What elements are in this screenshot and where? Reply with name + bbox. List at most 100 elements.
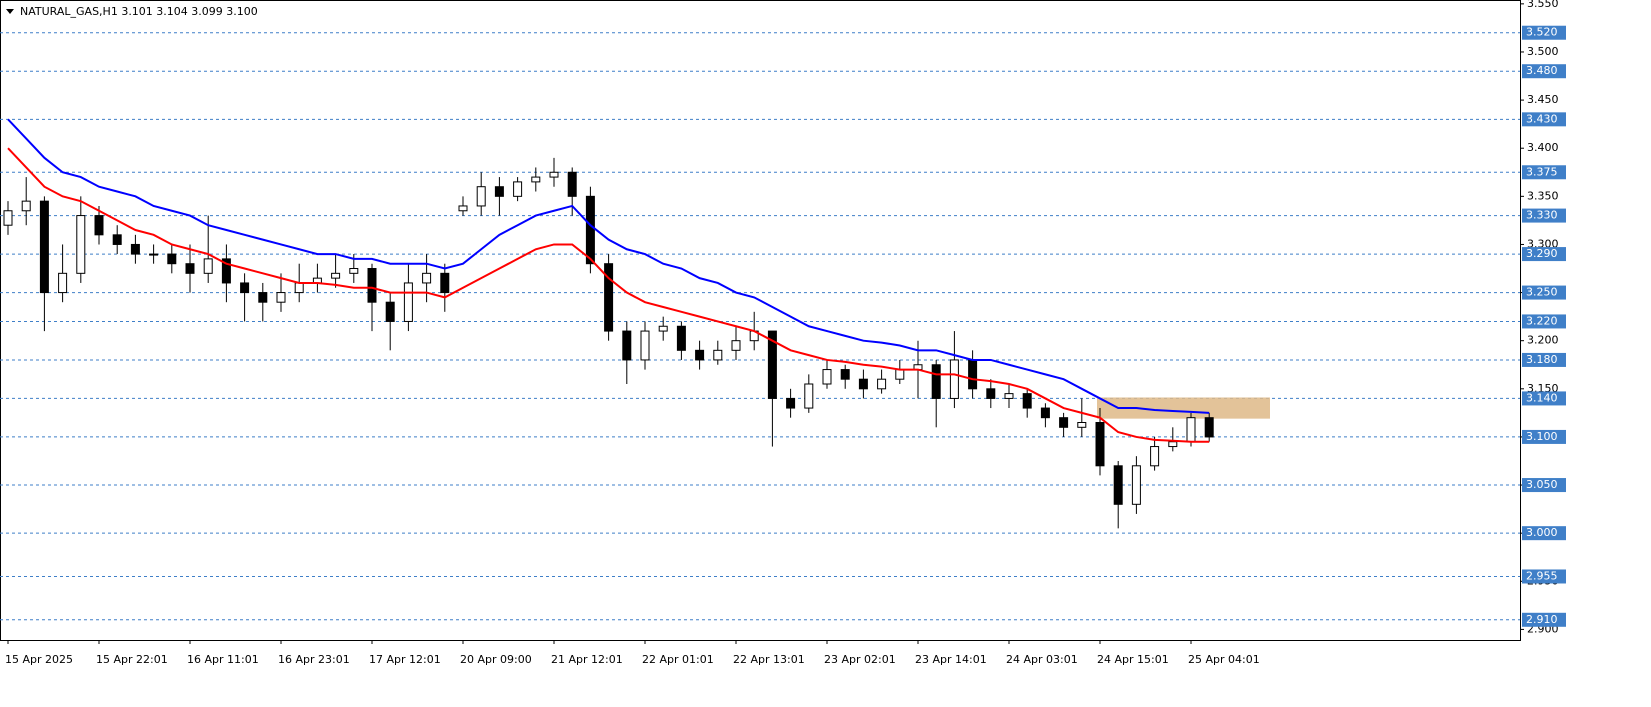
candle-body: [567, 171, 577, 197]
candle-body: [149, 253, 159, 256]
candle-body: [1186, 417, 1196, 443]
level-label-box: [1522, 64, 1566, 79]
candle-body: [349, 268, 359, 274]
x-tick-label: 15 Apr 2025: [5, 653, 73, 666]
candle-body: [877, 378, 887, 390]
candle-body: [1040, 407, 1050, 419]
candle-body: [94, 215, 104, 236]
candle-body: [822, 369, 832, 385]
candle-body: [185, 263, 195, 274]
level-label-box: [1522, 352, 1566, 367]
candle-body: [658, 325, 668, 332]
candle-body: [585, 195, 595, 265]
candle-body: [931, 364, 941, 399]
level-label: 3.220: [1526, 314, 1558, 327]
level-label: 3.330: [1526, 209, 1558, 222]
candle-body: [895, 369, 905, 380]
candle-body: [549, 171, 559, 178]
x-tick-label: 21 Apr 12:01: [551, 653, 623, 666]
x-tick-label: 20 Apr 09:00: [460, 653, 532, 666]
candle-body: [1022, 393, 1032, 409]
y-tick-label: 3.550: [1527, 0, 1559, 10]
candle-body: [258, 292, 268, 303]
y-tick-label: 3.200: [1527, 334, 1559, 347]
candle-body: [1131, 465, 1141, 505]
level-label-box: [1522, 478, 1566, 493]
candle-body: [858, 378, 868, 390]
candle-body: [1095, 421, 1105, 467]
candle-body: [640, 330, 650, 361]
candle-body: [440, 272, 450, 294]
level-label: 3.100: [1526, 430, 1558, 443]
x-tick-label: 24 Apr 15:01: [1097, 653, 1169, 666]
level-label: 3.180: [1526, 353, 1558, 366]
level-label-box: [1522, 391, 1566, 406]
level-label-box: [1522, 208, 1566, 223]
candle-body: [403, 282, 413, 322]
level-label-box: [1522, 285, 1566, 300]
moving-average: [7, 147, 1210, 443]
level-label: 3.140: [1526, 391, 1558, 404]
candle-body: [367, 268, 377, 303]
x-tick-label: 16 Apr 23:01: [278, 653, 350, 666]
level-label-box: [1522, 612, 1566, 627]
level-label-box: [1522, 165, 1566, 180]
level-label-box: [1522, 247, 1566, 262]
candle-body: [76, 215, 86, 274]
level-label: 2.955: [1526, 569, 1558, 582]
candle-body: [58, 272, 68, 294]
menu-triangle: [6, 9, 14, 14]
x-tick-label: 15 Apr 22:01: [96, 653, 168, 666]
y-tick-label: 3.500: [1527, 45, 1559, 58]
candle-body: [604, 263, 614, 332]
level-label-box: [1522, 25, 1566, 40]
level-label: 3.290: [1526, 247, 1558, 260]
level-label: 3.430: [1526, 112, 1558, 125]
candle-body: [294, 282, 304, 294]
level-label: 3.050: [1526, 478, 1558, 491]
x-tick-label: 25 Apr 04:01: [1188, 653, 1260, 666]
level-label-box: [1522, 112, 1566, 127]
candle-body: [276, 292, 286, 303]
level-label-box: [1522, 314, 1566, 329]
chart-title: NATURAL_GAS,H1 3.101 3.104 3.099 3.100: [20, 5, 258, 18]
candle-body: [422, 272, 432, 284]
level-label: 3.375: [1526, 165, 1558, 178]
candle-body: [21, 200, 31, 212]
candle-body: [695, 349, 705, 361]
x-tick-label: 17 Apr 12:01: [369, 653, 441, 666]
candle-body: [676, 325, 686, 351]
plot-frame: [0, 0, 1521, 641]
x-tick-label: 23 Apr 02:01: [824, 653, 896, 666]
candle-body: [458, 205, 468, 212]
candle-body: [1113, 465, 1123, 505]
level-label: 3.250: [1526, 286, 1558, 299]
candle-body: [1077, 421, 1087, 428]
candle-body: [731, 340, 741, 351]
level-label: 3.480: [1526, 64, 1558, 77]
y-tick-label: 3.350: [1527, 189, 1559, 202]
candle-body: [203, 258, 213, 274]
level-label: 2.910: [1526, 613, 1558, 626]
candle-body: [713, 349, 723, 361]
x-tick-label: 22 Apr 01:01: [642, 653, 714, 666]
candle-body: [786, 397, 796, 409]
candle-body: [39, 200, 49, 294]
candle-body: [167, 253, 177, 265]
candle-body: [221, 258, 231, 284]
x-tick-label: 22 Apr 13:01: [733, 653, 805, 666]
candle-body: [513, 181, 523, 197]
candle-body: [130, 243, 140, 255]
x-tick-label: 23 Apr 14:01: [915, 653, 987, 666]
candle-body: [1059, 417, 1069, 428]
candle-body: [112, 234, 122, 245]
candle-body: [840, 369, 850, 380]
candle-body: [986, 388, 996, 399]
candle-body: [1204, 417, 1214, 438]
level-label-box: [1522, 526, 1566, 541]
y-tick-label: 3.450: [1527, 93, 1559, 106]
level-label: 3.520: [1526, 26, 1558, 39]
y-tick-label: 3.400: [1527, 141, 1559, 154]
candle-body: [240, 282, 250, 294]
